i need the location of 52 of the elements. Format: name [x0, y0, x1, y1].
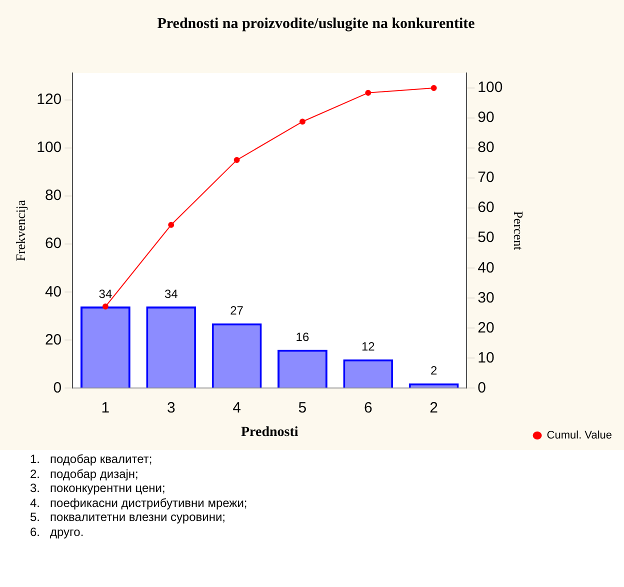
y2-tick-label: 10: [478, 349, 494, 366]
point: [234, 157, 240, 164]
text: 4. поефикасни дистрибутивни мрежи;: [30, 496, 248, 510]
y2-tick-label: 40: [478, 259, 494, 276]
text: 3. поконкурентни цени;: [30, 481, 166, 496]
data-label: 16: [296, 330, 310, 344]
y2-tick-label: 30: [478, 289, 494, 306]
y2-tick-label: 0: [478, 379, 486, 396]
y-tick-label: 80: [44, 187, 62, 204]
data-label: 34: [164, 286, 178, 301]
x-tick-label: 5: [298, 399, 307, 416]
y-tick-label: 40: [44, 283, 62, 300]
text: 5. поквалитетни влезни суровини;: [30, 510, 226, 524]
y2-axis-title: Percent: [511, 211, 526, 250]
y2-tick-label: 80: [478, 139, 494, 156]
y-tick-label: 100: [36, 139, 62, 156]
bar: [343, 359, 394, 388]
chart-title: Prednosti na proizvodite/uslugite na konkurentite: [157, 16, 476, 32]
x-tick-label: 3: [166, 399, 176, 416]
data-label: 27: [230, 304, 244, 318]
point: [168, 222, 174, 228]
x-tick-label: 2: [430, 399, 438, 416]
y2-tick-label: 20: [478, 319, 494, 336]
point: [299, 118, 306, 125]
y2-tick-label: 50: [478, 229, 494, 246]
point: [102, 304, 108, 310]
y2-tick-label: 100: [478, 79, 503, 96]
y-tick-label: 0: [53, 379, 62, 396]
x-tick-label: 4: [232, 399, 241, 416]
data-label: 34: [98, 286, 112, 301]
bar: [146, 306, 196, 388]
text: 2. подобар дизајн;: [30, 466, 140, 481]
y2-tick-label: 70: [478, 169, 494, 186]
x-tick-label: 6: [364, 399, 372, 416]
point: [430, 85, 437, 92]
legend-label: Cumul. Value: [546, 430, 612, 442]
bar: [212, 323, 262, 388]
data-label: 12: [361, 340, 376, 354]
x-axis-title: Prednosti: [240, 425, 298, 440]
bar: [278, 350, 328, 388]
text: 6. друго.: [30, 524, 85, 539]
data-label: 2: [430, 364, 438, 378]
x-tick-label: 1: [101, 399, 110, 416]
y-tick-label: 20: [44, 331, 62, 348]
y-axis-title: Frekvencija: [13, 200, 28, 262]
y2-tick-label: 60: [478, 199, 494, 216]
y2-tick-label: 90: [478, 109, 494, 126]
y-tick-label: 120: [36, 91, 62, 108]
bar: [80, 306, 130, 388]
point: [365, 90, 372, 96]
text: 1. подобар квалитет;: [30, 452, 154, 466]
y-tick-label: 60: [44, 235, 62, 252]
